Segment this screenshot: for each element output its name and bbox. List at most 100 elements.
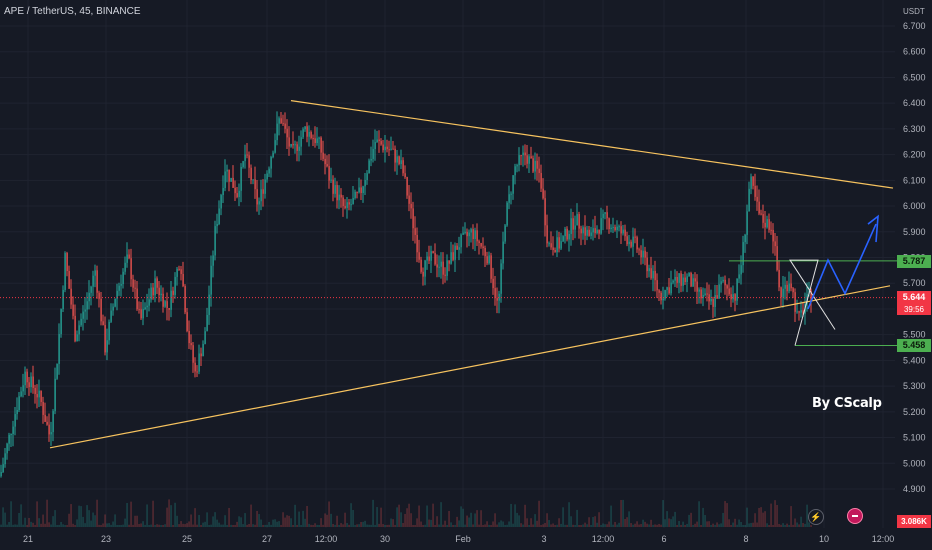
candle-body xyxy=(124,262,126,272)
volume-bar xyxy=(570,516,572,527)
volume-bar xyxy=(60,521,62,527)
candle-body xyxy=(396,156,398,163)
volume-bar xyxy=(140,523,142,527)
candle-body xyxy=(550,243,552,248)
lower-trendline[interactable] xyxy=(49,285,891,449)
candle-body xyxy=(140,309,142,319)
volume-bar xyxy=(260,519,262,527)
candle-body xyxy=(802,310,804,314)
volume-bar xyxy=(230,524,232,527)
volume-bar xyxy=(728,519,730,527)
volume-bar xyxy=(484,524,486,527)
volume-bar xyxy=(244,513,246,527)
candle-body xyxy=(22,385,24,392)
projection-arrow[interactable] xyxy=(807,223,877,310)
candle-body xyxy=(438,266,440,268)
candle-body xyxy=(718,284,720,299)
candle-body xyxy=(332,179,334,194)
y-tick-label: 5.400 xyxy=(903,355,926,365)
candle-body xyxy=(492,278,494,289)
volume-bar xyxy=(516,512,518,527)
volume-bar xyxy=(678,521,680,527)
volume-bar xyxy=(476,510,478,527)
x-tick-label: 6 xyxy=(661,534,666,544)
volume-bar xyxy=(480,510,482,527)
candle-body xyxy=(464,231,466,233)
candle-body xyxy=(172,290,174,295)
volume-bar xyxy=(292,524,294,527)
candle-body xyxy=(704,293,706,295)
candle-body xyxy=(142,309,144,319)
volume-bar xyxy=(734,518,736,527)
candle-body xyxy=(284,123,286,129)
candle-body xyxy=(410,203,412,209)
candle-body xyxy=(442,261,444,275)
candle-body xyxy=(484,247,486,257)
candle-body xyxy=(576,214,578,226)
volume-bar xyxy=(28,517,30,527)
bar-countdown: 39:56 xyxy=(897,304,931,315)
upper-trendline[interactable] xyxy=(290,100,894,189)
volume-bar xyxy=(618,522,620,527)
volume-bars xyxy=(0,499,812,527)
candle-body xyxy=(736,278,738,301)
volume-bar xyxy=(98,524,100,527)
candle-body xyxy=(80,318,82,326)
candle-body xyxy=(514,166,516,176)
candle-body xyxy=(156,278,158,288)
candle-body xyxy=(338,194,340,201)
volume-bar xyxy=(338,524,340,527)
candle-body xyxy=(250,167,252,181)
candle-body xyxy=(74,315,76,342)
candle-body xyxy=(192,345,194,363)
candle-body xyxy=(738,274,740,279)
candle-body xyxy=(520,155,522,157)
y-tick-label: 6.400 xyxy=(903,98,926,108)
candle-body xyxy=(408,195,410,204)
candle-body xyxy=(56,363,58,379)
candle-body xyxy=(106,340,108,353)
candle-body xyxy=(222,187,224,196)
volume-bar xyxy=(234,524,236,527)
candle-body xyxy=(240,166,242,191)
candle-body xyxy=(522,152,524,156)
candle-body xyxy=(218,208,220,225)
candle-body xyxy=(16,409,18,415)
candle-body xyxy=(82,311,84,319)
candle-body xyxy=(800,310,802,313)
volume-bar xyxy=(536,520,538,527)
flag-icon[interactable] xyxy=(847,508,863,524)
volume-bar xyxy=(722,512,724,527)
candle-body xyxy=(290,144,292,147)
volume-bar xyxy=(778,524,780,527)
volume-bar xyxy=(558,518,560,527)
volume-bar xyxy=(660,524,662,527)
candle-body xyxy=(308,132,310,137)
currency-label: USDT xyxy=(903,7,925,16)
volume-bar xyxy=(534,514,536,527)
volume-bar xyxy=(640,524,642,527)
volume-bar xyxy=(556,524,558,527)
volume-bar xyxy=(512,523,514,527)
volume-bar xyxy=(602,523,604,527)
volume-bar xyxy=(450,522,452,527)
volume-bar xyxy=(794,518,796,527)
candle-body xyxy=(650,268,652,279)
triangle-drawing[interactable] xyxy=(789,259,836,346)
candle-body xyxy=(6,443,8,454)
candle-body xyxy=(420,259,422,272)
volume-bar xyxy=(706,521,708,527)
symbol-title[interactable]: APE / TetherUS, 45, BINANCE xyxy=(4,6,141,17)
candle-body xyxy=(100,298,102,322)
lightning-icon[interactable]: ⚡ xyxy=(808,509,824,525)
volume-bar xyxy=(522,524,524,527)
volume-bar xyxy=(542,524,544,527)
volume-bar xyxy=(342,524,344,527)
candle-body xyxy=(776,246,778,270)
candle-body xyxy=(614,227,616,231)
candle-body xyxy=(296,144,298,151)
candle-body xyxy=(460,234,462,248)
volume-bar xyxy=(214,512,216,527)
candle-body xyxy=(540,172,542,189)
